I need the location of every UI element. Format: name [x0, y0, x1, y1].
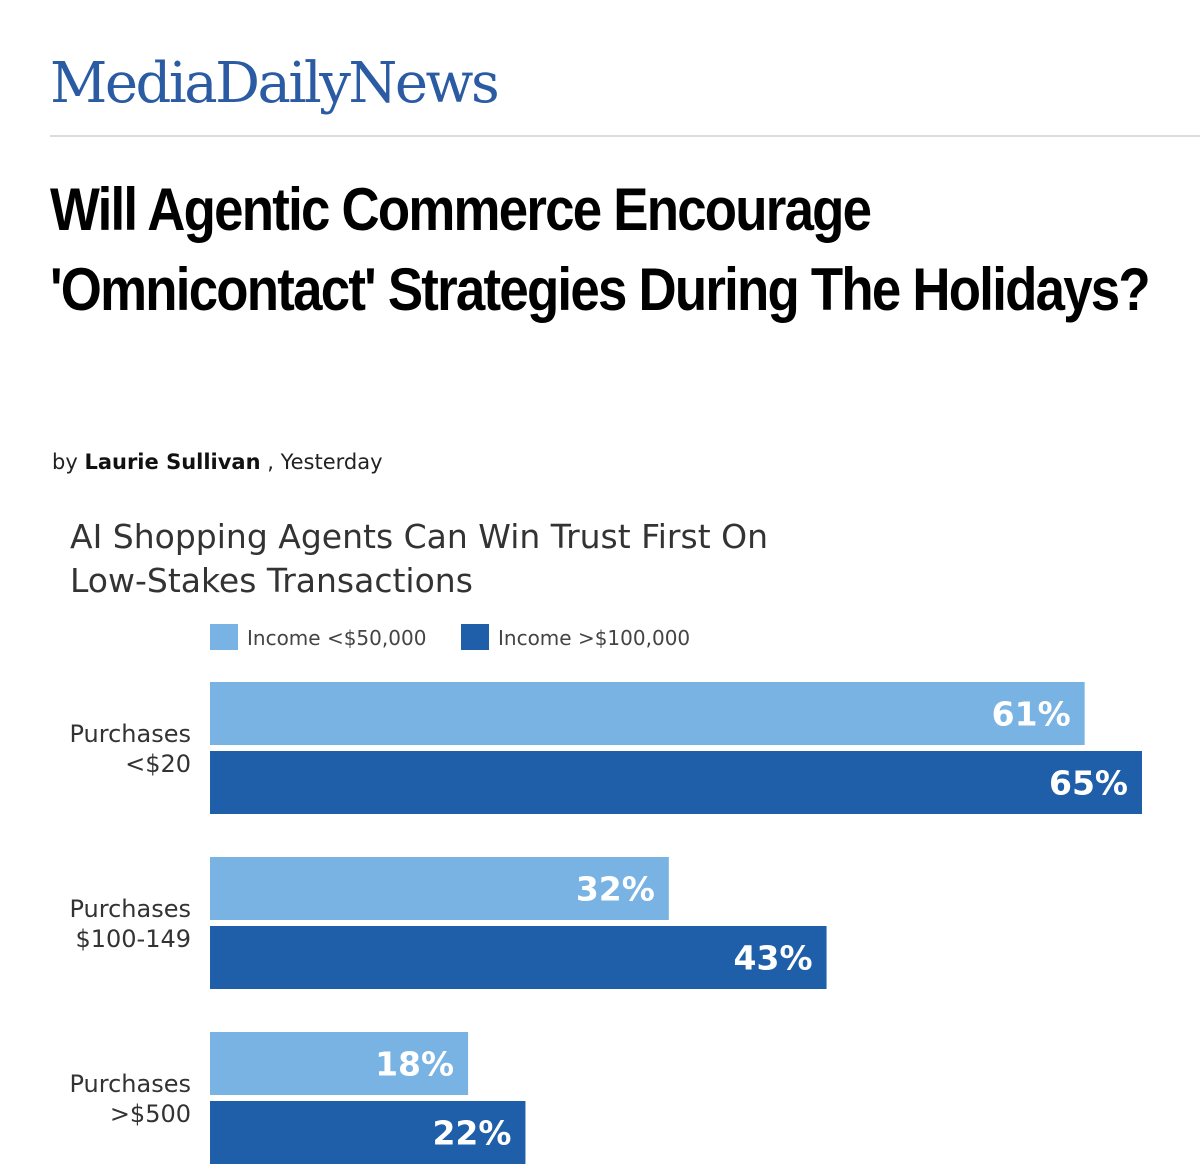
bar-value-label-1-1: 61%: [992, 695, 1071, 734]
chart-category-labels: Purchases<$20Purchases$100-149Purchases>…: [70, 720, 192, 1128]
bar-value-label-3-2: 22%: [432, 1114, 511, 1153]
author-link[interactable]: Laurie Sullivan: [84, 450, 261, 474]
category-label-3-line-2: >$500: [110, 1100, 191, 1128]
bar-3-series-1: [210, 1032, 469, 1095]
bar-2-series-2: [210, 926, 827, 989]
bar-value-label-2-1: 32%: [576, 870, 655, 909]
legend-swatch-2: [461, 624, 489, 650]
category-label-2-line-1: Purchases: [70, 895, 192, 923]
chart-figure: AI Shopping Agents Can Win Trust First O…: [0, 500, 1200, 1174]
bar-1-series-1: [210, 682, 1085, 745]
category-label-3-line-1: Purchases: [70, 1070, 192, 1098]
legend-label-2: Income >$100,000: [498, 626, 690, 650]
legend-label-1: Income <$50,000: [247, 626, 426, 650]
byline-date: , Yesterday: [267, 450, 383, 474]
byline-prefix: by: [52, 450, 78, 474]
header-divider: [50, 135, 1200, 137]
bar-value-label-3-1: 18%: [375, 1045, 454, 1084]
site-logo[interactable]: MediaDailyNews: [50, 51, 500, 116]
chart-title-line-1: AI Shopping Agents Can Win Trust First O…: [70, 517, 768, 556]
bar-value-label-1-2: 65%: [1049, 764, 1128, 803]
chart-legend: Income <$50,000 Income >$100,000: [210, 624, 690, 650]
category-label-1-line-2: <$20: [125, 750, 191, 778]
chart-title-line-2: Low-Stakes Transactions: [70, 561, 473, 600]
bar-2-series-1: [210, 857, 669, 920]
chart-bars: 61% 65% 32% 43% 18% 22%: [210, 682, 1142, 1164]
bar-value-label-2-2: 43%: [734, 939, 813, 978]
bar-3-series-2: [210, 1101, 526, 1164]
legend-swatch-1: [210, 624, 238, 650]
category-label-2-line-2: $100-149: [75, 925, 191, 953]
bar-1-series-2: [210, 751, 1142, 814]
article-headline: Will Agentic Commerce Encourage 'Omnicon…: [50, 176, 1151, 323]
category-label-1-line-1: Purchases: [70, 720, 192, 748]
bar-chart: AI Shopping Agents Can Win Trust First O…: [70, 517, 1142, 1164]
byline: by Laurie Sullivan , Yesterday: [52, 448, 383, 476]
